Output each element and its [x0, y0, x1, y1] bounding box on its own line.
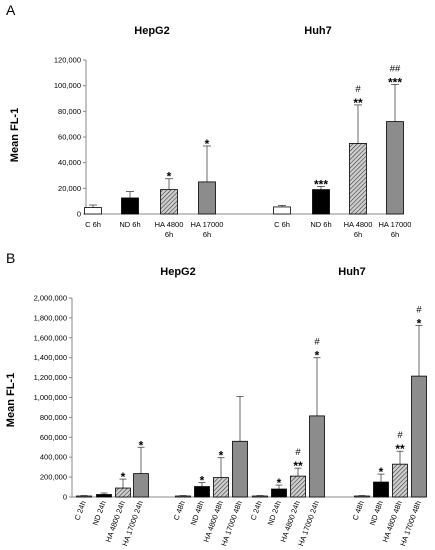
panel-b-bar [373, 481, 389, 498]
panel-b-y-tick-label: 200,000 [40, 473, 67, 482]
panel-b-bar [392, 463, 408, 498]
panel-b-y-axis-label: Mean FL-1 [5, 373, 17, 427]
panel-a-category-label: HA 4800 [344, 220, 373, 229]
panel-b-significance-stars: ** [293, 459, 303, 473]
panel-b-y-tick-label: 400,000 [40, 453, 67, 462]
panel-b-significance-stars: * [315, 349, 320, 363]
panel-b-group-title-hepg2: HepG2 [160, 266, 195, 278]
panel-a-group-title-huh7: Huh7 [304, 25, 332, 37]
panel-b-significance-stars: * [219, 449, 224, 463]
panel-a-group-title-hepg2: HepG2 [134, 25, 169, 37]
panel-b-hash-mark: # [397, 430, 403, 441]
panel-a-category-label: ND 6h [119, 220, 140, 229]
panel-a-significance-stars: * [167, 170, 172, 184]
panel-b-y-tick-label: 600,000 [40, 433, 67, 442]
panel-b-letter: B [6, 250, 15, 266]
panel-b-bar [252, 495, 268, 498]
panel-a-category-label: C 6h [274, 220, 290, 229]
panel-a: A HepG2 Huh7 Mean FL-1 0 20,000 40,000 60,0… [6, 2, 411, 239]
panel-a-significance-stars: ** [353, 96, 363, 110]
panel-a-bar [312, 189, 330, 215]
panel-a-significance-stars: *** [388, 75, 402, 89]
panel-b-significance-stars: ** [395, 442, 405, 456]
panel-a-y-tick-label: 20,000 [58, 184, 81, 193]
panel-b-category-label: ND 48h [189, 500, 206, 527]
panel-b-category-label: C 24h [249, 500, 264, 522]
panel-a-letter: A [6, 2, 16, 18]
panel-a-bar [121, 197, 139, 215]
panel-a-y-tick-label: 40,000 [58, 158, 81, 167]
panel-b-significance-stars: * [277, 476, 282, 490]
panel-b-y-tick-label: 800,000 [40, 413, 67, 422]
panel-a-category-label-line2: 6h [391, 230, 399, 239]
panel-a-bar [198, 181, 216, 215]
panel-b-y-tick-label: 1,400,000 [34, 353, 67, 362]
panel-b-bar [309, 415, 325, 498]
panel-b-bar [354, 495, 370, 498]
panel-b-category-label: C 48h [351, 500, 366, 522]
panel-b-category-label: ND 48h [368, 500, 385, 527]
panel-b-category-label: C 24h [73, 500, 88, 522]
panel-a-category-label-line2: 6h [165, 230, 173, 239]
panel-a-y-tick-label: 120,000 [54, 56, 81, 65]
panel-a-category-label: HA 17000 [191, 220, 224, 229]
panel-a-hash-mark: # [355, 84, 361, 95]
panel-b-hash-mark: # [416, 304, 422, 315]
panel-a-plot: 0 20,000 40,000 60,000 80,000 100,000 120,000 C… [54, 56, 412, 240]
panel-a-category-label: C 6h [85, 220, 101, 229]
panel-b-bar [290, 475, 306, 498]
panel-b-bar [232, 440, 248, 498]
panel-b: B HepG2 Huh7 Mean FL-1 0 200,000 400,000 60… [5, 250, 427, 547]
panel-a-significance-stars: * [205, 137, 210, 151]
panel-a-category-label-line2: 6h [354, 230, 362, 239]
panel-b-hash-mark: # [295, 447, 301, 458]
panel-a-y-tick-label: 80,000 [58, 107, 81, 116]
panel-b-significance-stars: * [379, 465, 384, 479]
panel-b-bar [271, 488, 287, 498]
panel-b-plot: 0 200,000 400,000 600,000 800,000 1,000,000 1,… [34, 294, 427, 547]
panel-b-y-tick-label: 1,000,000 [34, 393, 67, 402]
panel-a-bar [160, 189, 178, 215]
panel-a-y-axis-label: Mean FL-1 [9, 108, 21, 162]
panel-b-bar [115, 487, 131, 498]
panel-b-bar [133, 473, 149, 498]
panel-a-hash-mark: ## [390, 63, 401, 74]
panel-b-y-tick-label: 0 [63, 493, 67, 502]
panel-b-significance-stars: * [417, 316, 422, 330]
panel-b-category-label: ND 24h [266, 500, 283, 527]
panel-a-category-label: HA 4800 [155, 220, 184, 229]
panel-b-bar [411, 375, 427, 498]
panel-b-bar [175, 495, 191, 498]
panel-a-y-tick-label: 100,000 [54, 81, 81, 90]
panel-b-significance-stars: * [139, 438, 144, 452]
panel-a-y-tick-label: 0 [77, 210, 81, 219]
panel-b-y-tick-label: 1,800,000 [34, 313, 67, 322]
panel-a-bar [386, 121, 404, 215]
panel-b-hash-mark: # [314, 337, 320, 348]
panel-b-bar [76, 495, 92, 498]
panel-b-y-tick-label: 1,200,000 [34, 373, 67, 382]
panel-a-bar [349, 143, 367, 215]
panel-a-bar [84, 207, 102, 215]
panel-b-bar [194, 486, 210, 498]
panel-a-category-label-line2: 6h [203, 230, 211, 239]
panel-a-category-label: HA 17000 [379, 220, 412, 229]
panel-a-category-label: ND 6h [310, 220, 331, 229]
panel-b-category-label: C 48h [172, 500, 187, 522]
panel-b-y-tick-label: 2,000,000 [34, 294, 67, 303]
panel-b-group-title-huh7: Huh7 [338, 266, 366, 278]
panel-a-bar [273, 206, 291, 215]
panel-b-category-label: ND 24h [91, 500, 108, 527]
panel-b-bar [96, 494, 112, 498]
panel-a-y-tick-label: 60,000 [58, 133, 81, 142]
panel-b-y-tick-label: 1,600,000 [34, 333, 67, 342]
panel-b-bar [213, 477, 229, 498]
panel-b-significance-stars: * [121, 470, 126, 484]
panel-a-significance-stars: *** [314, 177, 328, 191]
panel-b-significance-stars: * [200, 474, 205, 488]
